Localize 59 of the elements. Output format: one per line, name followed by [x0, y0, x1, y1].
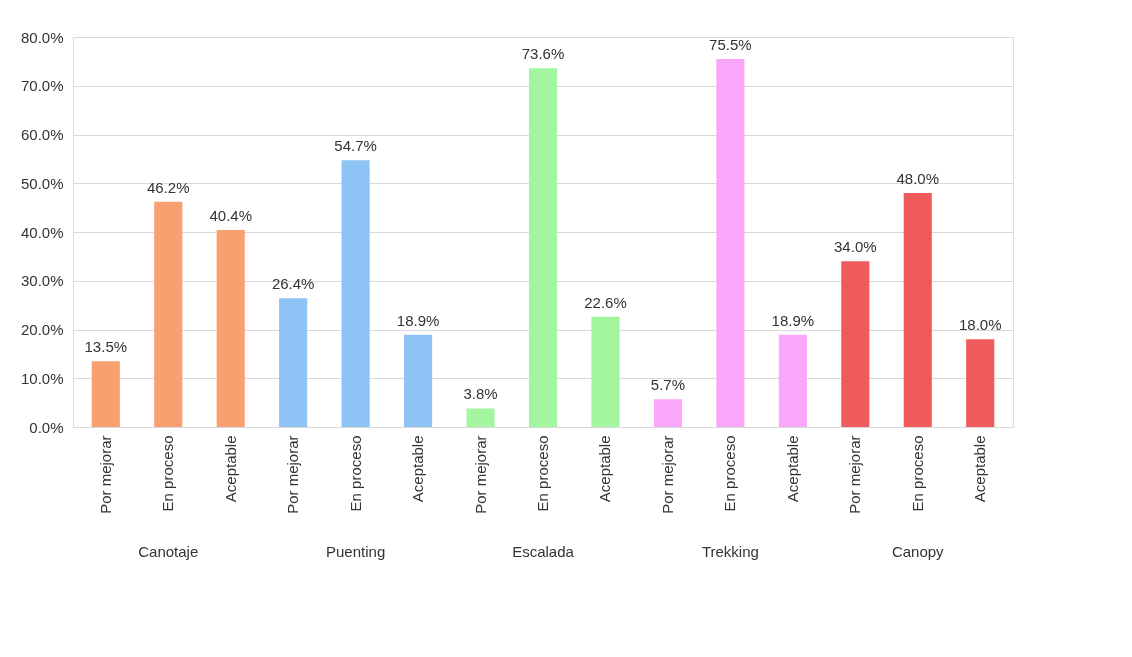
y-tick-label: 30.0% [20, 272, 64, 290]
y-tick-label: 0.0% [29, 418, 64, 436]
y-tick-label: 70.0% [20, 77, 64, 95]
data-label: 18.9% [396, 311, 440, 329]
y-tick-label: 10.0% [20, 369, 64, 387]
data-label: 18.0% [958, 316, 1002, 334]
bar [966, 339, 995, 427]
bar [279, 298, 308, 427]
data-label: 13.5% [84, 338, 128, 356]
bar [341, 160, 370, 427]
data-label: 46.2% [146, 178, 190, 196]
bar [154, 201, 183, 427]
x-tick-label: Aceptable [221, 435, 239, 503]
bar [216, 230, 245, 427]
x-tick-label: Por mejorar [284, 435, 302, 514]
bar [591, 316, 620, 427]
data-label: 75.5% [709, 35, 752, 53]
data-label: 26.4% [271, 275, 315, 293]
x-tick-label: Aceptable [596, 435, 614, 503]
data-label: 54.7% [334, 137, 377, 155]
y-tick-label: 20.0% [20, 321, 64, 338]
text: Puenting [326, 543, 386, 560]
x-tick-label: En proceso [159, 435, 177, 512]
data-label: 3.8% [463, 385, 498, 403]
bar [404, 334, 433, 427]
bar [653, 399, 682, 427]
bar [841, 261, 870, 427]
bar [903, 193, 932, 427]
data-label: 48.0% [896, 170, 940, 187]
text: Trekking [701, 543, 759, 560]
x-tick-label: Aceptable [971, 435, 989, 503]
x-tick-label: Por mejorar [471, 435, 489, 514]
data-label: 5.7% [650, 376, 686, 394]
text: Escalada [512, 543, 575, 560]
text: Canotaje [138, 543, 199, 560]
x-tick-label: Por mejorar [846, 435, 864, 514]
x-tick-label: Por mejorar [96, 435, 114, 514]
data-label: 73.6% [521, 45, 565, 63]
data-label: 18.9% [771, 311, 815, 329]
bar [91, 361, 120, 427]
y-tick-label: 80.0% [20, 28, 64, 46]
bar [716, 58, 745, 427]
x-tick-label: En proceso [908, 435, 926, 512]
bar [528, 68, 558, 427]
y-tick-label: 50.0% [20, 174, 64, 192]
x-tick-label: Por mejorar [658, 435, 676, 514]
x-tick-label: Aceptable [409, 435, 427, 503]
bar [778, 334, 807, 427]
bar [466, 408, 495, 427]
x-tick-label: Aceptable [783, 435, 801, 503]
y-tick-label: 40.0% [20, 223, 64, 241]
data-label: 22.6% [584, 293, 627, 311]
x-tick-label: En proceso [721, 435, 739, 512]
x-tick-label: En proceso [346, 435, 364, 512]
text: Canopy [891, 543, 945, 560]
data-label: 40.4% [209, 207, 252, 225]
x-tick-label: En proceso [534, 435, 551, 512]
y-tick-label: 60.0% [20, 126, 64, 143]
data-label: 34.0% [834, 238, 877, 256]
